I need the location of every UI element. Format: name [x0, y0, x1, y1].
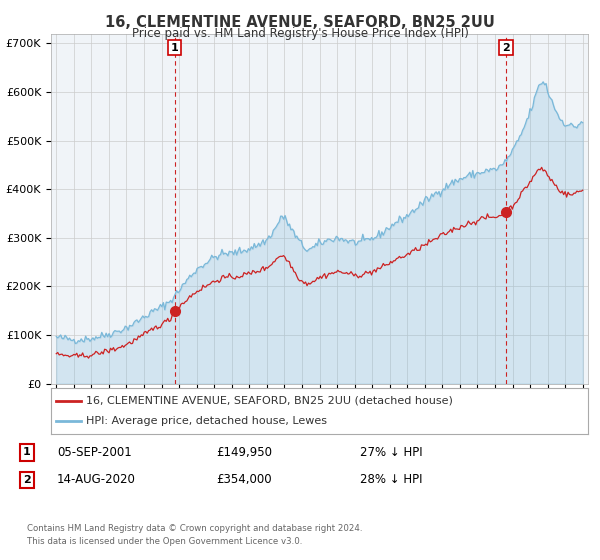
Text: £149,950: £149,950	[216, 446, 272, 459]
Text: 28% ↓ HPI: 28% ↓ HPI	[360, 473, 422, 487]
Text: 05-SEP-2001: 05-SEP-2001	[57, 446, 132, 459]
Text: HPI: Average price, detached house, Lewes: HPI: Average price, detached house, Lewe…	[86, 416, 327, 426]
Text: 1: 1	[23, 447, 31, 458]
Text: 16, CLEMENTINE AVENUE, SEAFORD, BN25 2UU (detached house): 16, CLEMENTINE AVENUE, SEAFORD, BN25 2UU…	[86, 396, 453, 406]
Text: 1: 1	[171, 43, 179, 53]
Text: 16, CLEMENTINE AVENUE, SEAFORD, BN25 2UU: 16, CLEMENTINE AVENUE, SEAFORD, BN25 2UU	[105, 15, 495, 30]
Text: £354,000: £354,000	[216, 473, 272, 487]
Text: 2: 2	[502, 43, 510, 53]
Text: 2: 2	[23, 475, 31, 485]
Text: 27% ↓ HPI: 27% ↓ HPI	[360, 446, 422, 459]
Text: Contains HM Land Registry data © Crown copyright and database right 2024.
This d: Contains HM Land Registry data © Crown c…	[27, 524, 362, 546]
Text: Price paid vs. HM Land Registry's House Price Index (HPI): Price paid vs. HM Land Registry's House …	[131, 27, 469, 40]
Text: 14-AUG-2020: 14-AUG-2020	[57, 473, 136, 487]
